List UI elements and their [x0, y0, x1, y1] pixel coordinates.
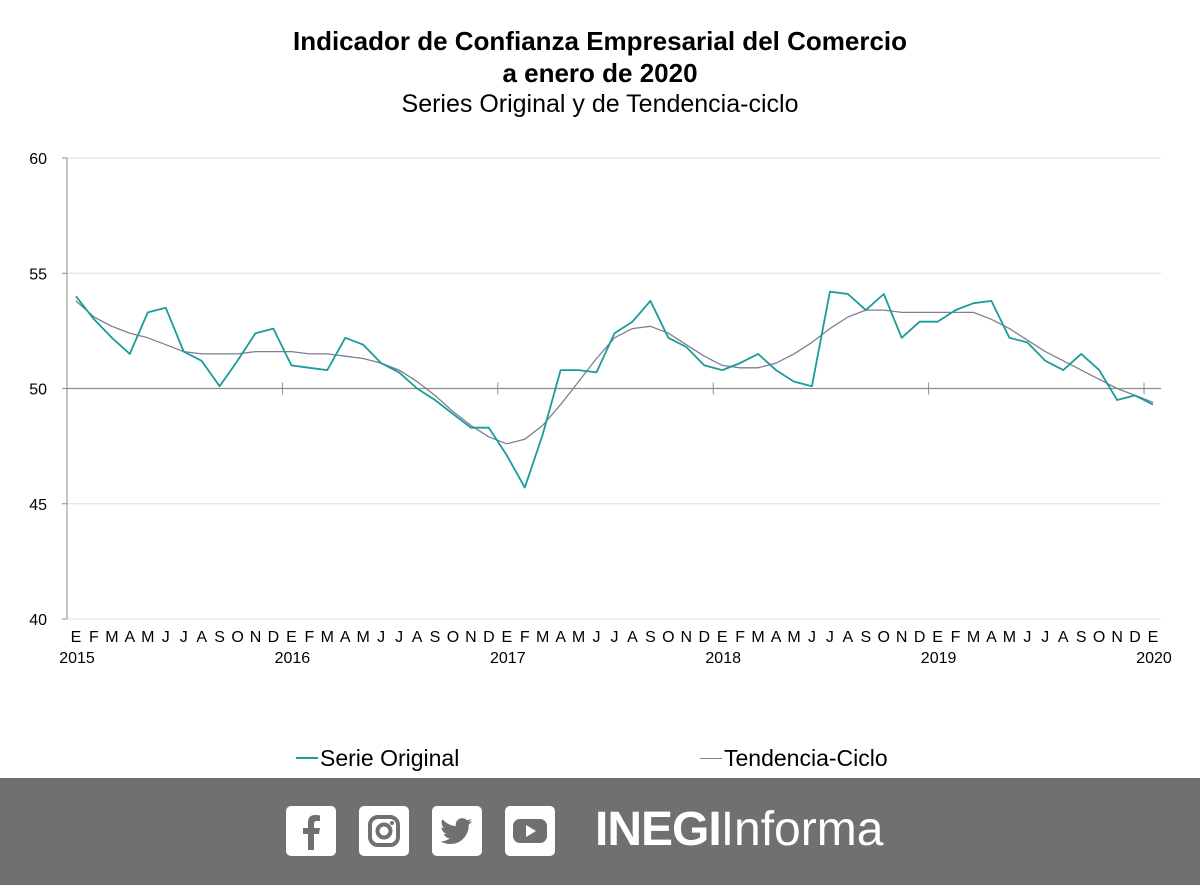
- x-month-label: J: [1023, 629, 1031, 646]
- legend-swatch-original: [296, 757, 318, 759]
- x-year-label: 2015: [59, 650, 95, 667]
- x-month-label: M: [536, 629, 549, 646]
- brand-inegi: INEGI: [595, 803, 722, 856]
- x-month-label: S: [214, 629, 225, 646]
- x-month-label: F: [951, 629, 961, 646]
- x-month-label: S: [430, 629, 441, 646]
- x-month-label: S: [860, 629, 871, 646]
- x-month-label: A: [627, 629, 638, 646]
- y-tick-label: 40: [29, 612, 47, 629]
- x-month-label: A: [125, 629, 136, 646]
- x-month-label: M: [357, 629, 370, 646]
- twitter-icon[interactable]: [432, 806, 482, 856]
- x-month-label: N: [896, 629, 908, 646]
- x-month-label: A: [412, 629, 423, 646]
- x-month-label: E: [71, 629, 82, 646]
- x-year-label: 2019: [921, 650, 957, 667]
- x-month-label: J: [611, 629, 619, 646]
- x-month-label: O: [231, 629, 243, 646]
- x-month-label: M: [787, 629, 800, 646]
- x-month-label: F: [520, 629, 530, 646]
- x-month-label: M: [1003, 629, 1016, 646]
- x-month-label: N: [250, 629, 262, 646]
- chart-title: Indicador de Confianza Empresarial del C…: [292, 26, 908, 56]
- x-month-label: F: [89, 629, 99, 646]
- x-month-label: O: [662, 629, 674, 646]
- x-month-label: O: [447, 629, 459, 646]
- x-month-label: D: [268, 629, 280, 646]
- x-year-label: 2018: [705, 650, 741, 667]
- brand-informa: Informa: [720, 803, 884, 856]
- x-year-label: 2017: [490, 650, 526, 667]
- x-month-label: D: [914, 629, 926, 646]
- x-month-label: A: [340, 629, 351, 646]
- facebook-icon[interactable]: [286, 806, 336, 856]
- chart-subtitle: Series Original y de Tendencia-ciclo: [401, 90, 799, 118]
- x-month-label: M: [572, 629, 585, 646]
- x-month-label: F: [735, 629, 745, 646]
- chart-title-line2: a enero de 2020: [502, 58, 698, 88]
- x-month-label: N: [681, 629, 693, 646]
- x-month-label: J: [395, 629, 403, 646]
- instagram-icon[interactable]: [359, 806, 409, 856]
- axis-layer: [62, 157, 1145, 620]
- series-line-tendencia-ciclo: [75, 300, 1154, 445]
- x-year-label: 2020: [1136, 650, 1172, 667]
- x-year-label: 2016: [275, 650, 311, 667]
- series-line-serie-original: [75, 290, 1154, 489]
- x-month-label: A: [1058, 629, 1069, 646]
- x-month-label: A: [196, 629, 207, 646]
- legend-swatch-tendencia: [700, 757, 722, 759]
- y-tick-label: 45: [29, 497, 47, 514]
- x-month-label: O: [878, 629, 890, 646]
- x-month-label: M: [751, 629, 764, 646]
- x-month-label: E: [501, 629, 512, 646]
- x-month-label: J: [593, 629, 601, 646]
- x-month-label: E: [286, 629, 297, 646]
- x-month-label: J: [826, 629, 834, 646]
- x-month-label: N: [465, 629, 477, 646]
- x-month-label: F: [304, 629, 314, 646]
- y-tick-label: 55: [29, 266, 47, 283]
- x-month-label: M: [967, 629, 980, 646]
- x-month-label: A: [843, 629, 854, 646]
- x-month-label: N: [1111, 629, 1123, 646]
- x-month-label: M: [105, 629, 118, 646]
- x-month-label: J: [377, 629, 385, 646]
- x-month-label: J: [162, 629, 170, 646]
- x-month-label: A: [555, 629, 566, 646]
- x-month-label: M: [321, 629, 334, 646]
- legend-label-tendencia: Tendencia-Ciclo: [724, 744, 888, 771]
- y-tick-label: 60: [29, 151, 47, 168]
- x-month-label: D: [483, 629, 495, 646]
- legend-label-original: Serie Original: [320, 744, 460, 771]
- x-month-label: J: [180, 629, 188, 646]
- x-month-label: A: [986, 629, 997, 646]
- x-month-label: A: [771, 629, 782, 646]
- grid-layer: [67, 157, 1161, 620]
- x-month-label: E: [1148, 629, 1159, 646]
- y-tick-label: 50: [29, 382, 47, 399]
- x-month-label: E: [717, 629, 728, 646]
- series-layer: [75, 290, 1154, 489]
- x-month-label: E: [932, 629, 943, 646]
- legend-serie-original[interactable]: Serie Original: [296, 742, 459, 774]
- x-month-label: J: [808, 629, 816, 646]
- footer-bar: INEGIInforma: [0, 778, 1200, 885]
- x-month-label: S: [1076, 629, 1087, 646]
- x-month-label: M: [141, 629, 154, 646]
- legend-tendencia-ciclo[interactable]: Tendencia-Ciclo: [700, 742, 888, 774]
- inegi-informa-logo: INEGIInforma: [595, 800, 883, 860]
- x-month-label: D: [698, 629, 710, 646]
- x-month-label: D: [1129, 629, 1141, 646]
- x-month-label: O: [1093, 629, 1105, 646]
- x-month-label: J: [1041, 629, 1049, 646]
- x-month-label: S: [645, 629, 656, 646]
- youtube-icon[interactable]: [505, 806, 555, 856]
